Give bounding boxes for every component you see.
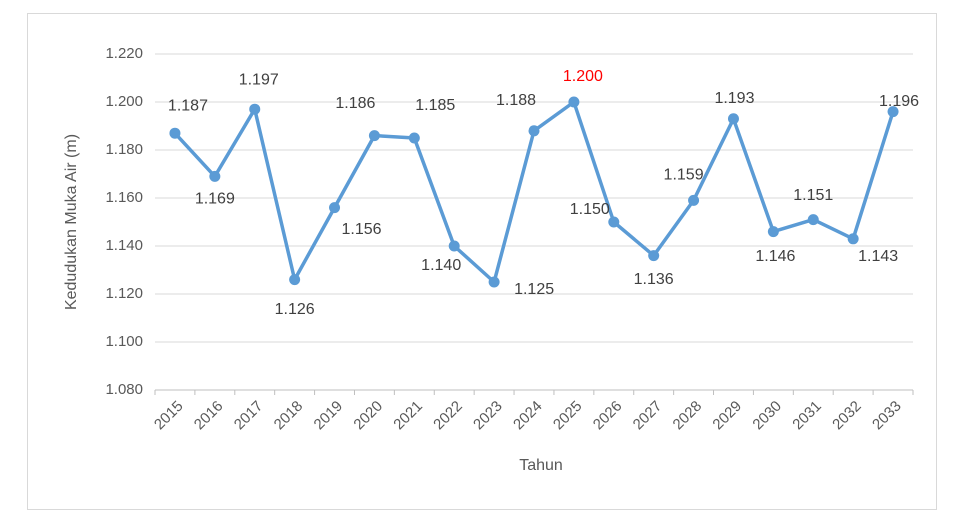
point (408, 132, 420, 144)
point (169, 127, 181, 139)
y-axis-title: Kedudukan Muka Air (m) (63, 134, 80, 310)
y-tick-label: 1.180 (105, 141, 143, 158)
point (528, 125, 540, 137)
y-tick-label: 1.160 (105, 189, 143, 206)
data-label: 1.188 (496, 92, 536, 109)
data-label: 1.156 (342, 221, 382, 238)
point (807, 214, 819, 226)
data-label: 1.125 (514, 281, 554, 298)
y-tick-label: 1.080 (105, 381, 143, 398)
point (448, 240, 460, 252)
point (289, 274, 301, 286)
point (767, 226, 779, 238)
data-label: 1.200 (563, 68, 603, 85)
point (368, 130, 380, 142)
point (568, 96, 580, 108)
point (648, 250, 660, 262)
point (488, 276, 500, 288)
data-label: 1.136 (634, 271, 674, 288)
point (847, 233, 859, 245)
y-tick-label: 1.100 (105, 333, 143, 350)
point (608, 216, 620, 228)
data-label: 1.126 (275, 301, 315, 318)
x-axis-title: Tahun (519, 457, 563, 474)
data-label: 1.193 (714, 90, 754, 107)
data-label: 1.186 (335, 95, 375, 112)
data-label: 1.159 (664, 167, 704, 184)
point (209, 170, 221, 182)
data-label: 1.187 (168, 97, 208, 114)
point (329, 202, 341, 214)
data-label: 1.140 (421, 257, 461, 274)
y-tick-label: 1.200 (105, 93, 143, 110)
data-label: 1.146 (755, 248, 795, 265)
data-label: 1.185 (415, 97, 455, 114)
data-label: 1.169 (195, 191, 235, 208)
data-label: 1.143 (858, 248, 898, 265)
y-tick-label: 1.120 (105, 285, 143, 302)
point (249, 103, 261, 115)
y-tick-label: 1.220 (105, 45, 143, 62)
point (727, 113, 739, 125)
data-label: 1.150 (570, 201, 610, 218)
point (688, 194, 700, 206)
point (887, 106, 899, 118)
data-label: 1.196 (879, 93, 919, 110)
data-label: 1.151 (793, 187, 833, 204)
y-tick-label: 1.140 (105, 237, 143, 254)
data-label: 1.197 (239, 71, 279, 88)
chart-border (27, 13, 937, 510)
